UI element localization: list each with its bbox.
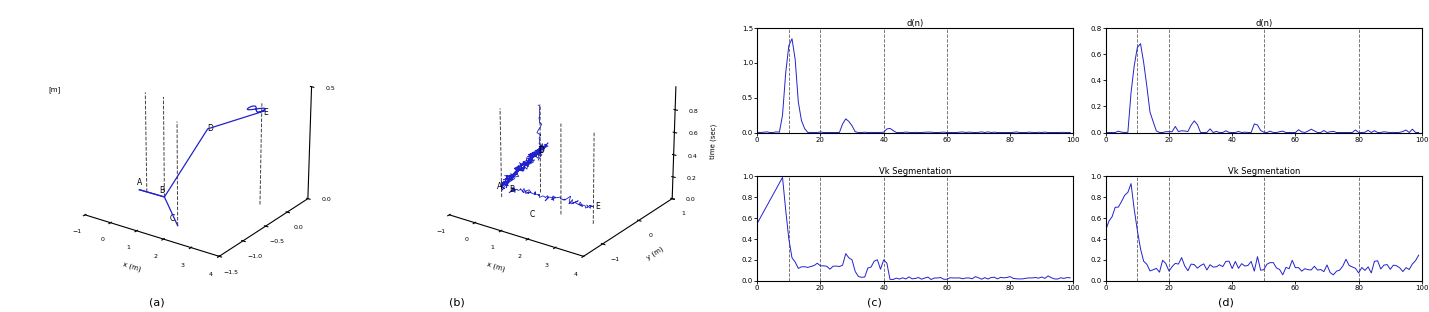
Text: (c): (c) [867, 298, 882, 308]
X-axis label: x (m): x (m) [121, 260, 141, 272]
Text: (b): (b) [449, 298, 466, 308]
Text: (d): (d) [1218, 298, 1235, 308]
Title: Vk Segmentation: Vk Segmentation [879, 167, 952, 176]
Title: d(n): d(n) [906, 19, 925, 28]
Text: (a): (a) [150, 298, 164, 308]
Text: [m]: [m] [49, 86, 60, 93]
X-axis label: x (m): x (m) [486, 260, 506, 272]
Y-axis label: y (m): y (m) [644, 246, 664, 261]
Title: d(n): d(n) [1255, 19, 1272, 28]
Title: Vk Segmentation: Vk Segmentation [1228, 167, 1300, 176]
